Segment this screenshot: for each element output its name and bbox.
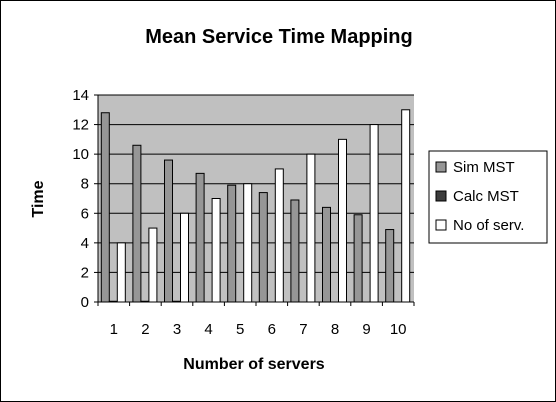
bar-sim-mst-1 <box>100 112 110 303</box>
bar-sim-mst-10 <box>385 229 395 303</box>
bar-sim-mst-8 <box>322 206 331 303</box>
legend-swatch <box>435 161 447 173</box>
bar-sim-mst-7 <box>290 199 300 303</box>
x-tick-label: 9 <box>362 321 370 338</box>
legend-label: Sim MST <box>453 159 515 176</box>
legend-swatch <box>435 219 447 231</box>
legend-label: No of serv. <box>453 217 524 234</box>
x-tick-label: 5 <box>236 321 244 338</box>
x-tick-label: 4 <box>204 321 212 338</box>
bar-no-of-serv-8 <box>338 138 347 303</box>
legend-box <box>428 150 548 244</box>
y-tick-label: 0 <box>81 294 89 311</box>
bar-no-of-serv-9 <box>369 124 379 303</box>
bar-calc-mst-3 <box>172 300 181 303</box>
y-tick-label: 4 <box>81 235 89 252</box>
x-tick-label: 10 <box>390 321 407 338</box>
x-tick-label: 6 <box>268 321 276 338</box>
bar-no-of-serv-10 <box>401 109 411 303</box>
bar-sim-mst-3 <box>164 159 173 303</box>
bar-no-of-serv-7 <box>306 153 316 303</box>
x-axis-label: Number of servers <box>183 356 324 373</box>
legend-label: Calc MST <box>453 188 519 205</box>
y-tick-label: 6 <box>81 205 89 222</box>
bar-no-of-serv-3 <box>180 212 189 303</box>
chart-title: Mean Service Time Mapping <box>145 26 413 48</box>
bar-no-of-serv-4 <box>211 198 221 303</box>
y-tick-label: 8 <box>81 176 89 193</box>
x-tick-label: 2 <box>141 321 149 338</box>
bar-sim-mst-5 <box>227 184 237 303</box>
y-tick-label: 10 <box>72 146 89 163</box>
y-tick-label: 2 <box>81 264 89 281</box>
x-tick-label: 7 <box>299 321 307 338</box>
bar-calc-mst-2 <box>140 300 150 303</box>
bar-no-of-serv-1 <box>116 242 126 303</box>
x-tick-label: 1 <box>110 321 118 338</box>
y-tick-label: 12 <box>72 117 89 134</box>
bar-no-of-serv-5 <box>243 183 253 303</box>
bar-sim-mst-6 <box>258 192 268 303</box>
bar-no-of-serv-6 <box>274 168 284 303</box>
bar-no-of-serv-2 <box>148 227 158 303</box>
plot-area <box>98 95 414 302</box>
x-tick-label: 8 <box>331 321 339 338</box>
bar-sim-mst-2 <box>132 144 142 303</box>
bar-sim-mst-4 <box>195 172 205 303</box>
bar-calc-mst-1 <box>108 300 118 303</box>
y-tick-label: 14 <box>72 87 89 104</box>
x-tick-label: 3 <box>173 321 181 338</box>
bar-sim-mst-9 <box>353 214 363 303</box>
legend-swatch <box>435 190 447 202</box>
y-axis-label: Time <box>30 180 47 217</box>
